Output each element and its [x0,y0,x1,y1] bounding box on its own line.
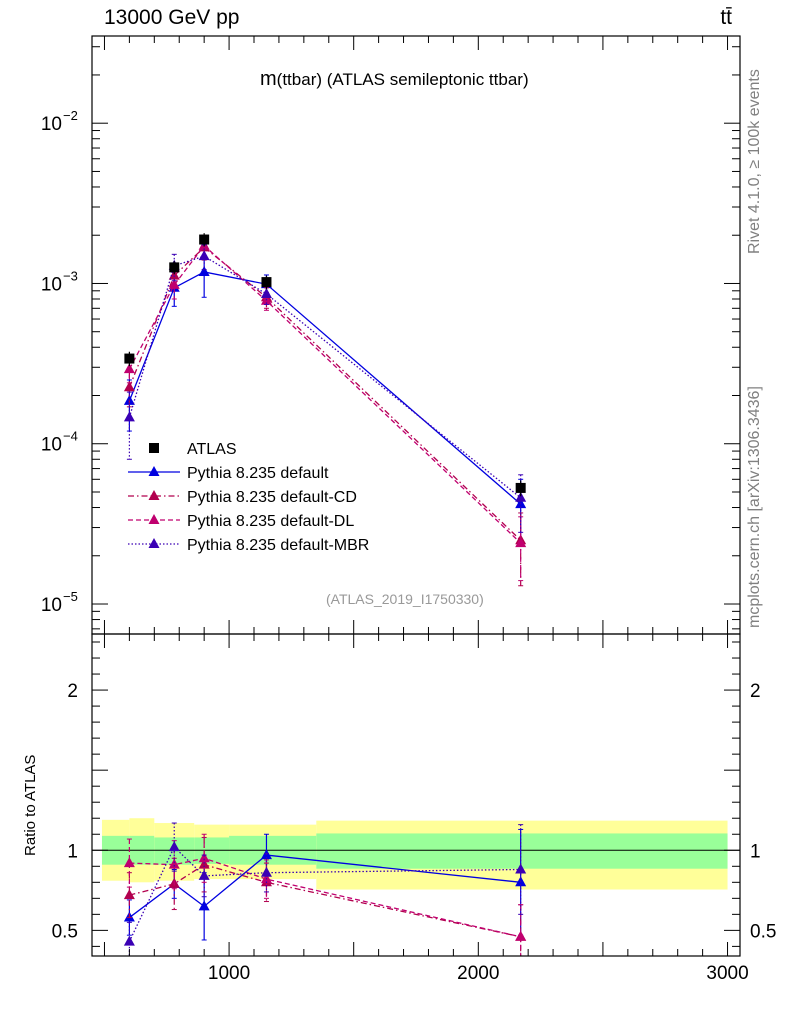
legend-entry: Pythia 8.235 default [128,465,329,482]
analysis-watermark: (ATLAS_2019_I1750330) [326,591,484,607]
series-marker [168,841,180,852]
rivet-version-label: Rivet 4.1.0, ≥ 100k events [746,69,763,254]
legend-entry: ATLAS [149,441,237,458]
y-tick-label-right: 1 [750,841,761,862]
series-marker [123,381,135,392]
main-plot-area [92,36,740,634]
main-series-group [123,233,527,587]
legend-entry: Pythia 8.235 default-CD [128,489,357,506]
y-tick-label-right: 2 [750,681,761,702]
series-marker [515,537,527,548]
legend: ATLAS Pythia 8.235 default Pythia 8.235 de… [128,441,369,554]
y-tick-label-right: 0.5 [750,921,776,942]
ratio-y-axis-label: Ratio to ATLAS [22,754,39,856]
series-marker [198,858,210,869]
series-marker [168,858,180,869]
series-marker [148,466,160,476]
data-point [261,277,272,288]
series-marker [515,930,527,941]
series-marker [198,250,210,261]
legend-label: Pythia 8.235 default-MBR [187,537,369,554]
series-marker [515,491,527,502]
legend-marker [149,443,159,453]
series-marker [123,857,135,868]
y-tick-label: 10 [41,274,62,295]
series-marker [198,900,210,911]
ratio-frame-border [91,633,741,957]
y-tick-label: 1 [67,841,78,862]
series-marker [123,363,135,374]
series-marker [198,869,210,880]
series-marker [123,889,135,900]
y-tick-exponent: −5 [63,589,78,604]
stat-uncertainty-band [316,833,728,869]
data-point [169,262,180,273]
series-marker [515,863,527,874]
series-marker [260,287,272,298]
series-marker [123,935,135,946]
y-tick-exponent: −3 [63,268,78,283]
x-tick-label: 1000 [208,963,250,984]
title-m: m [260,68,277,90]
series-marker [198,265,210,276]
series-marker [148,538,160,548]
main-plot-frame [92,36,740,634]
data-point [515,482,526,493]
y-tick-exponent: −4 [63,429,78,444]
mcplots-reference-label: mcplots.cern.ch [arXiv:1306.3436] [746,386,763,628]
ratio-uncertainty-bands [101,818,728,890]
title-rest: (ttbar) (ATLAS semileptonic ttbar) [276,70,529,89]
legend-entry: Pythia 8.235 default-MBR [128,537,369,554]
legend-label: Pythia 8.235 default-DL [187,513,354,530]
legend-label: ATLAS [187,441,237,458]
legend-label: Pythia 8.235 default [187,465,329,482]
series-marker [148,490,160,500]
y-tick-label: 10 [41,595,62,616]
legend-label: Pythia 8.235 default-CD [187,489,357,506]
data-point [199,234,210,245]
series-marker [148,514,160,524]
y-tick-exponent: −2 [63,108,78,123]
y-tick-label: 10 [41,114,62,135]
series-atlas-data [124,233,526,497]
y-tick-label: 2 [67,681,78,702]
header-final-state: tt̄ [720,6,732,29]
legend-entry: Pythia 8.235 default-DL [128,513,354,530]
series-marker [123,411,135,422]
main-plot-title: m(ttbar) (ATLAS semileptonic ttbar) [260,68,529,91]
y-tick-label: 0.5 [52,921,78,942]
x-tick-label: 2000 [457,963,499,984]
x-tick-label: 3000 [706,963,748,984]
data-point [124,353,135,364]
series-marker [198,852,210,863]
series-marker [260,866,272,877]
header-process: 13000 GeV pp [104,6,240,29]
series-marker [168,278,180,289]
y-tick-label: 10 [41,435,62,456]
